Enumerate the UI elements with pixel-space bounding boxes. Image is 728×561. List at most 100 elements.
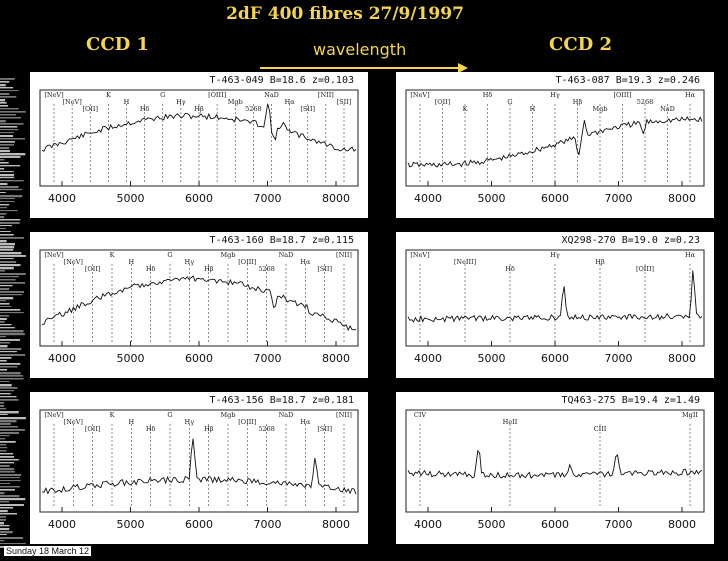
spectrum-trace [42, 275, 357, 332]
emission-line-label: CIV [414, 411, 427, 419]
x-tick-label: 7000 [605, 518, 633, 531]
x-tick-label: 8000 [322, 352, 350, 365]
emission-line-label: [SII] [317, 425, 332, 433]
emission-line-label: Hδ [146, 425, 156, 433]
emission-line-label: [NeIII] [454, 258, 476, 266]
spectrum-panel-1: T-463-049 B=18.6 z=0.103 [NeV] [NeV] [OII] K… [30, 72, 368, 218]
emission-line-label: HeII [503, 418, 518, 426]
x-tick-label: 7000 [605, 192, 633, 205]
spectrum-panel-2: T-463-087 B=19.3 z=0.246 [NeV] [OII] K Hδ G H H… [396, 72, 714, 218]
spectrum-panel-3: T-463-160 B=18.7 z=0.115 [NeV] [NeV] [OII] K… [30, 232, 368, 378]
x-tick-label: 4000 [48, 192, 76, 205]
emission-line-label: Hα [685, 91, 696, 99]
emission-line-label: H [530, 105, 536, 113]
emission-line-label: Hδ [146, 265, 156, 273]
wavelength-label: wavelength [313, 40, 407, 59]
emission-line-label: Hγ [550, 251, 560, 259]
spectrum-trace [407, 116, 703, 168]
emission-line-label: G [160, 91, 165, 99]
emission-line-label: K [110, 411, 115, 419]
x-tick-label: 5000 [117, 518, 145, 531]
emission-line-label: [OII] [82, 105, 98, 113]
spectrum-trace [41, 103, 357, 152]
slide-title: 2dF 400 fibres 27/9/1997 [226, 4, 464, 24]
emission-line-label: 5268 [245, 105, 262, 113]
emission-line-label: H [128, 258, 134, 266]
emission-line-label: NaD [279, 251, 294, 259]
emission-line-label: Hα [300, 418, 311, 426]
emission-line-label: MgII [682, 411, 698, 419]
emission-line-label: [NeV] [64, 258, 83, 266]
emission-line-label: Hβ [573, 98, 583, 106]
emission-line-label: K [110, 251, 115, 259]
emission-line-label: Mgb [228, 98, 243, 106]
x-tick-label: 7000 [254, 352, 282, 365]
spectrum-trace [407, 270, 703, 323]
x-tick-label: 7000 [254, 518, 282, 531]
emission-line-label: G [167, 411, 172, 419]
emission-line-label: Hβ [595, 258, 605, 266]
emission-line-label: Hα [285, 98, 296, 106]
emission-line-label: [OIII] [636, 265, 654, 273]
x-tick-label: 8000 [668, 192, 696, 205]
x-tick-label: 4000 [414, 192, 442, 205]
emission-line-label: 5268 [637, 98, 654, 106]
emission-line-label: NaD [279, 411, 294, 419]
spectrum-trace [407, 449, 703, 479]
x-tick-label: 6000 [185, 352, 213, 365]
emission-line-label: [OIII] [208, 91, 226, 99]
x-tick-label: 8000 [668, 518, 696, 531]
emission-line-label: [NeV] [410, 91, 429, 99]
emission-line-label: K [463, 105, 468, 113]
emission-line-label: 5268 [258, 425, 275, 433]
emission-line-label: [NII] [318, 91, 334, 99]
x-tick-label: 4000 [414, 518, 442, 531]
emission-line-label: Hγ [550, 91, 560, 99]
x-tick-label: 8000 [322, 192, 350, 205]
x-tick-label: 4000 [48, 352, 76, 365]
emission-line-label: [NII] [336, 251, 352, 259]
emission-line-label: Hδ [483, 91, 493, 99]
x-tick-label: 5000 [117, 192, 145, 205]
spectrum-title: XQ298-270 B=19.0 z=0.23 [562, 235, 700, 246]
emission-line-label: [OII] [85, 425, 101, 433]
x-tick-label: 5000 [478, 518, 506, 531]
x-tick-label: 8000 [322, 518, 350, 531]
x-tick-label: 4000 [414, 352, 442, 365]
emission-line-label: Hγ [185, 418, 195, 426]
x-tick-label: 6000 [541, 192, 569, 205]
emission-line-label: Hα [300, 258, 311, 266]
emission-line-label: [NeV] [64, 418, 83, 426]
emission-line-label: Hδ [505, 265, 515, 273]
emission-line-label: Hγ [185, 258, 195, 266]
emission-line-label: Mgb [593, 105, 608, 113]
emission-line-label: Hβ [204, 425, 214, 433]
x-tick-label: 5000 [478, 192, 506, 205]
ccd2-label: CCD 2 [549, 34, 613, 55]
spectrum-title: T-463-156 B=18.7 z=0.181 [210, 395, 355, 406]
emission-line-label: Hβ [194, 105, 204, 113]
x-tick-label: 6000 [541, 352, 569, 365]
emission-line-label: G [167, 251, 172, 259]
emission-line-label: G [507, 98, 512, 106]
x-tick-label: 7000 [605, 352, 633, 365]
spectrum-title: T-463-049 B=18.6 z=0.103 [210, 75, 355, 86]
emission-line-label: [NeV] [62, 98, 81, 106]
spectrum-panel-4: XQ298-270 B=19.0 z=0.23 [NeV] [NeIII] Hδ Hγ H… [396, 232, 714, 378]
emission-line-label: [NeV] [44, 251, 63, 259]
x-tick-label: 6000 [185, 192, 213, 205]
x-tick-label: 6000 [185, 518, 213, 531]
spectrum-trace [41, 438, 357, 495]
emission-line-label: Mgb [221, 411, 236, 419]
emission-line-label: Hδ [140, 105, 150, 113]
spectrum-panel-6: TQ463-275 B=19.4 z=1.49 CIV HeII CIII MgII 40… [396, 392, 714, 544]
emission-line-label: Hβ [204, 265, 214, 273]
wavelength-arrow-icon [260, 63, 468, 73]
emission-line-label: [NeV] [44, 91, 63, 99]
x-tick-label: 5000 [117, 352, 145, 365]
emission-line-label: H [128, 418, 134, 426]
emission-line-label: [SII] [300, 105, 315, 113]
x-tick-label: 8000 [668, 352, 696, 365]
spectrum-title: T-463-087 B=19.3 z=0.246 [556, 75, 701, 86]
